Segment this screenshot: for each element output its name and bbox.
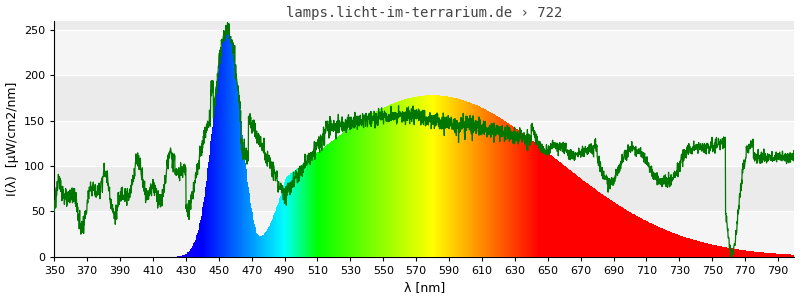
Y-axis label: I(λ)  [µW/cm2/nm]: I(λ) [µW/cm2/nm] <box>6 82 18 196</box>
Bar <box>54 121 794 166</box>
Title: lamps.licht-im-terrarium.de › 722: lamps.licht-im-terrarium.de › 722 <box>286 6 562 20</box>
Bar <box>54 30 794 75</box>
Bar <box>54 212 794 257</box>
X-axis label: λ [nm]: λ [nm] <box>404 281 445 294</box>
